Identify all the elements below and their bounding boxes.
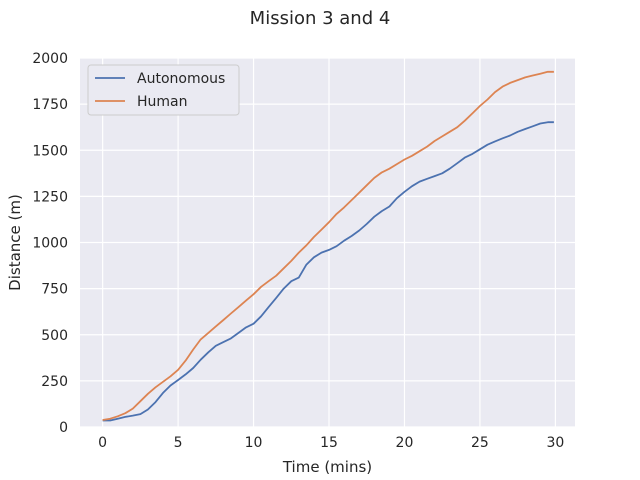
x-tick-label: 25 <box>471 435 489 451</box>
y-axis-label: Distance (m) <box>6 194 24 291</box>
y-tick-label: 500 <box>41 328 68 344</box>
y-tick-label: 2000 <box>32 51 68 67</box>
x-tick-label: 30 <box>546 435 564 451</box>
chart-title: Mission 3 and 4 <box>250 8 391 29</box>
x-tick-label: 20 <box>396 435 414 451</box>
y-tick-labels: 0 250 500 750 1000 1250 1500 1750 2000 <box>32 51 68 436</box>
x-tick-label: 15 <box>320 435 338 451</box>
x-tick-label: 0 <box>98 435 107 451</box>
legend-box <box>87 64 240 116</box>
y-tick-label: 1750 <box>32 97 68 113</box>
series-layer <box>102 70 554 422</box>
legend-label: Human <box>137 94 188 110</box>
x-tick-label: 5 <box>174 435 183 451</box>
y-tick-label: 250 <box>41 374 68 390</box>
legend: Autonomous Human <box>87 64 240 116</box>
y-tick-label: 1000 <box>32 236 68 252</box>
series-line-1 <box>102 70 554 421</box>
x-tick-label: 10 <box>245 435 263 451</box>
y-tick-label: 1250 <box>32 189 68 205</box>
x-axis-label: Time (mins) <box>282 458 372 476</box>
series-line-0 <box>102 121 554 422</box>
y-tick-label: 750 <box>41 282 68 298</box>
x-tick-labels: 0 5 10 15 20 25 30 <box>98 435 564 451</box>
legend-label: Autonomous <box>137 71 225 87</box>
y-tick-label: 1500 <box>32 143 68 159</box>
y-tick-label: 0 <box>59 420 68 436</box>
grid-lines <box>80 57 575 428</box>
